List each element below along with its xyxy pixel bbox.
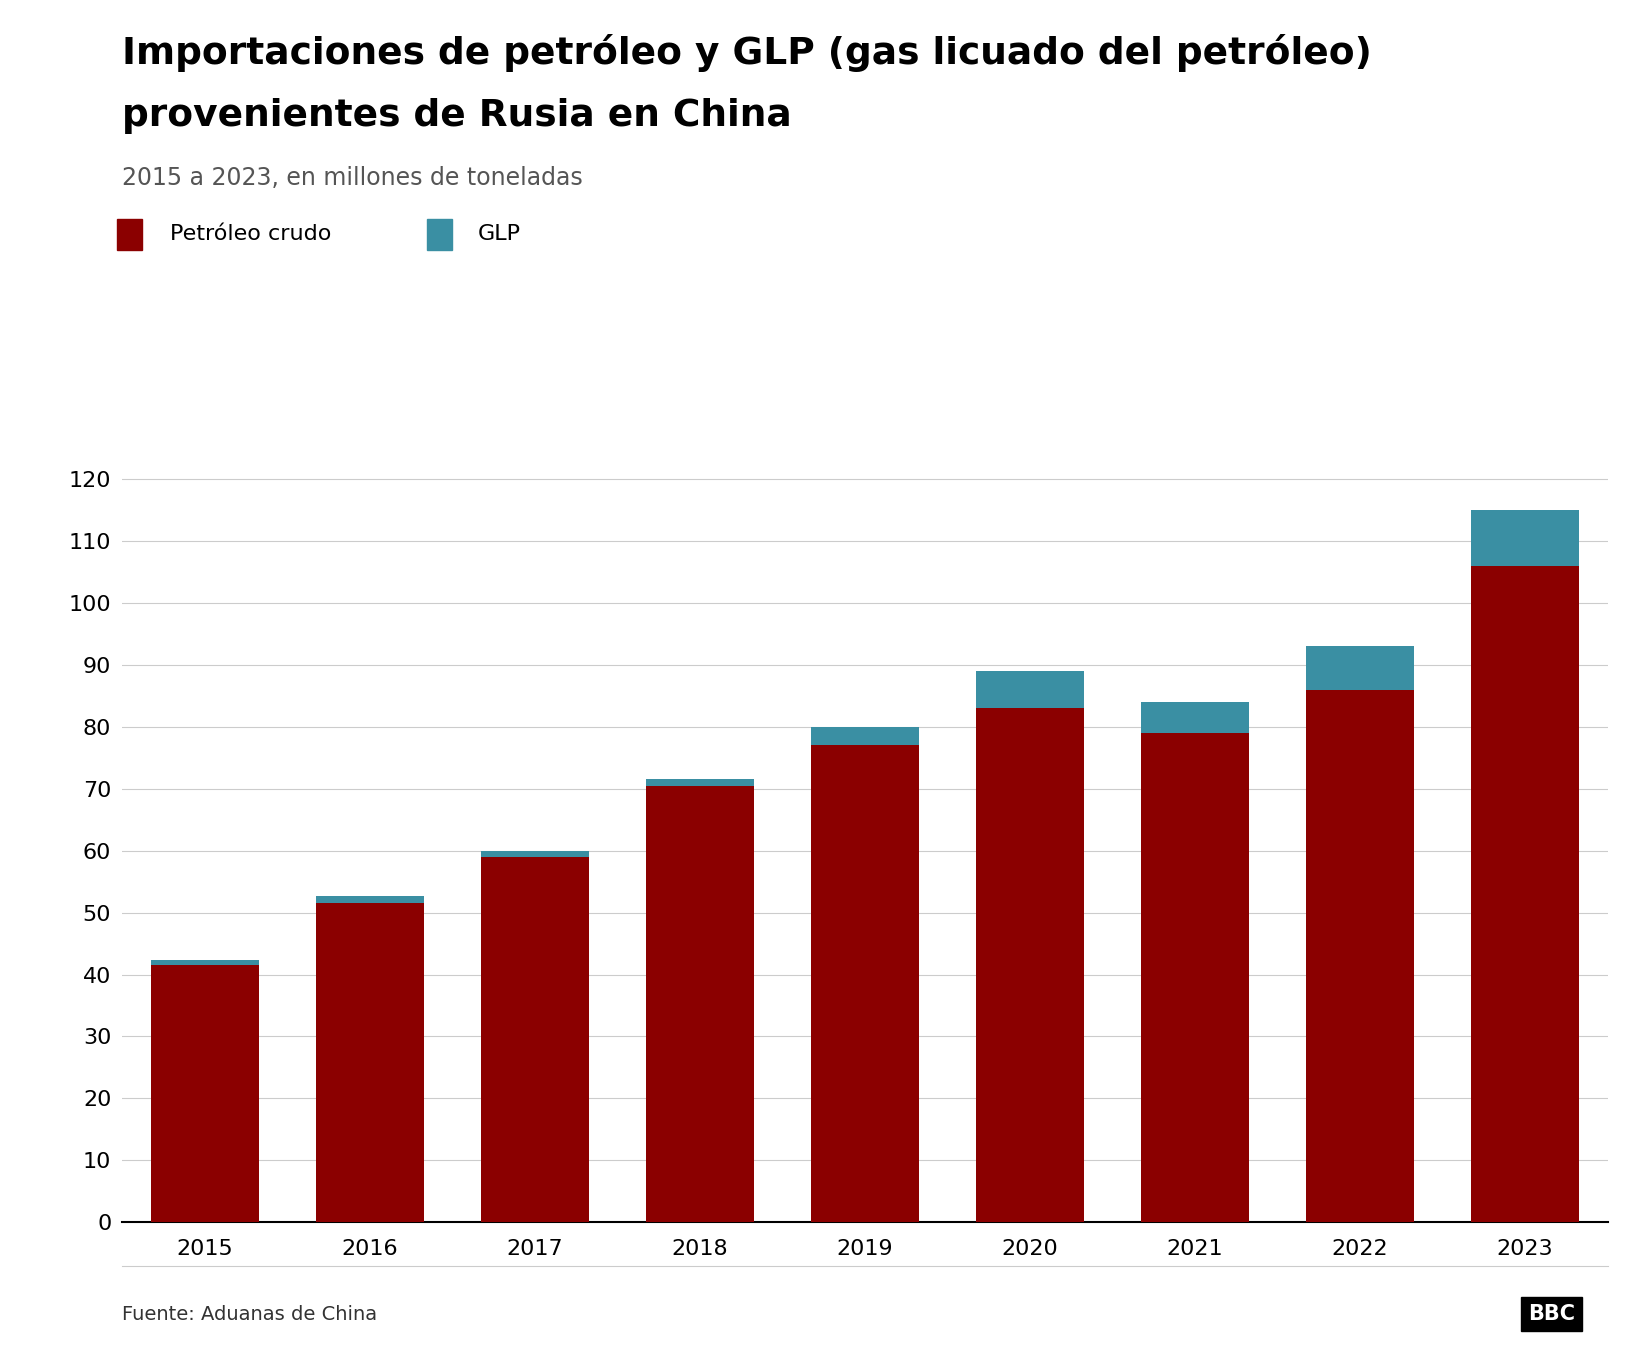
Bar <box>976 671 1084 709</box>
Bar <box>1472 566 1578 1222</box>
Text: GLP: GLP <box>478 224 521 244</box>
Text: Petróleo crudo: Petróleo crudo <box>170 224 331 244</box>
Bar <box>1472 511 1578 566</box>
Bar <box>1306 690 1413 1222</box>
Text: BBC: BBC <box>1528 1304 1575 1324</box>
Bar <box>481 857 589 1222</box>
Bar <box>317 896 424 903</box>
Bar <box>646 786 754 1222</box>
Text: 2015 a 2023, en millones de toneladas: 2015 a 2023, en millones de toneladas <box>122 166 583 190</box>
Text: Importaciones de petróleo y GLP (gas licuado del petróleo): Importaciones de petróleo y GLP (gas lic… <box>122 34 1373 72</box>
Bar <box>976 709 1084 1222</box>
Bar <box>1141 733 1248 1222</box>
Text: Fuente: Aduanas de China: Fuente: Aduanas de China <box>122 1305 377 1324</box>
Bar <box>1141 702 1248 733</box>
Bar <box>811 727 919 746</box>
Bar <box>1306 646 1413 690</box>
Bar <box>811 746 919 1222</box>
Bar <box>646 779 754 786</box>
Bar <box>481 850 589 857</box>
Bar <box>317 903 424 1222</box>
Bar <box>152 966 258 1222</box>
Text: provenientes de Rusia en China: provenientes de Rusia en China <box>122 98 792 134</box>
Bar <box>152 960 258 966</box>
